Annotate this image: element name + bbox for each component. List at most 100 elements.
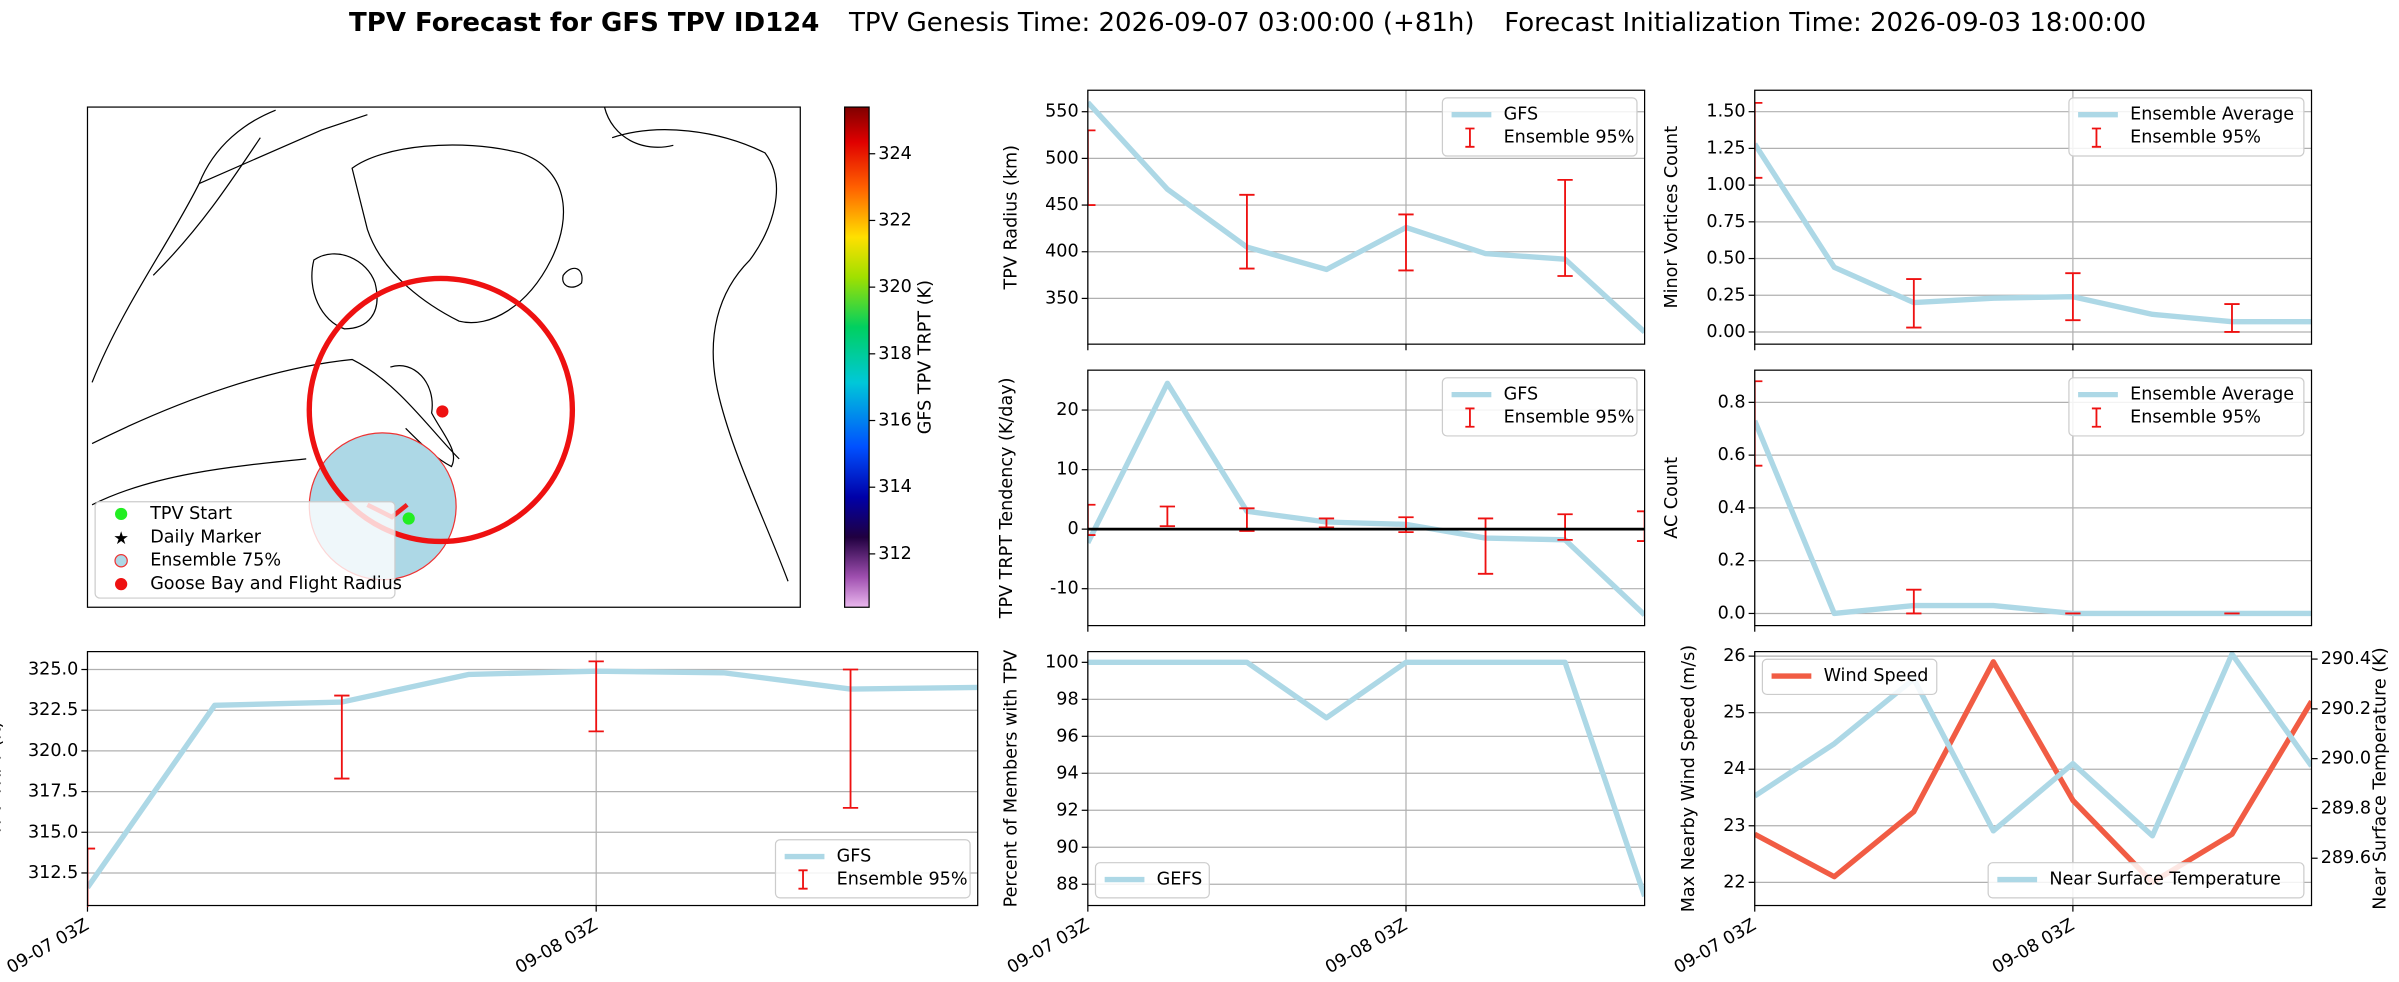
- y-tick-label: 0.50: [1706, 249, 1745, 269]
- legend-label: Daily Marker: [150, 527, 262, 547]
- plot-area: [1754, 380, 2312, 617]
- legend-label: Ensemble 75%: [150, 551, 281, 571]
- y-tick-label: 0.0: [1718, 603, 1746, 623]
- plot-area: [1754, 651, 2312, 886]
- legend-handle: [1465, 407, 1475, 428]
- error-bar: [2224, 303, 2240, 333]
- y-tick-label: 0.2: [1718, 551, 1746, 571]
- data-line: [87, 668, 978, 890]
- y-tick-label: 100: [1045, 652, 1079, 672]
- legend-box: [1987, 862, 2305, 899]
- error-bar: [1906, 588, 1922, 615]
- legend-handle: [798, 869, 808, 890]
- legend-box: [94, 501, 396, 599]
- y-tick-label: 322.5: [28, 700, 78, 720]
- y-axis-label: TPV Radius (km): [1001, 145, 1021, 291]
- y-tick-label: 92: [1056, 800, 1078, 820]
- colorbar-tick-label: 316: [878, 411, 912, 431]
- y-tick-label: -10: [1050, 579, 1079, 599]
- title-main: TPV Forecast for GFS TPV ID124: [349, 7, 819, 37]
- colorbar: [844, 106, 870, 608]
- colorbar-tick-label: 318: [878, 344, 912, 364]
- axes-frame: [1754, 650, 2313, 907]
- title-init: Forecast Initialization Time: 2026-09-03…: [1504, 7, 2146, 37]
- legend: Ensemble Average Ensemble 95%: [2068, 97, 2305, 157]
- y-tick-label: 22: [1723, 872, 1745, 892]
- y-tick-label: 320.0: [28, 741, 78, 761]
- legend: Wind Speed: [1761, 658, 1938, 696]
- x-tick-label: 09-08 03Z: [512, 915, 601, 978]
- legend-label: Ensemble 95%: [2130, 408, 2261, 428]
- y-axis-label: AC Count: [1662, 457, 1682, 539]
- legend: GFS Ensemble 95%: [1441, 97, 1638, 157]
- legend-box: [1761, 658, 1938, 696]
- y-tick-label: 90: [1056, 837, 1078, 857]
- error-bar: [1239, 507, 1255, 532]
- legend-box: [1094, 862, 1210, 899]
- y-tick-label: 0: [1067, 519, 1078, 539]
- y-tick-label: 98: [1056, 689, 1078, 709]
- y-tick-label: 0.25: [1706, 285, 1745, 305]
- legend-marker: ★: [113, 529, 129, 549]
- y-tick-label: 0.4: [1718, 498, 1746, 518]
- x-tick-label: 09-08 03Z: [1989, 915, 2078, 978]
- axes-frame: [1754, 89, 2313, 345]
- error-bar: [1477, 517, 1494, 575]
- y-tick-label: 23: [1723, 816, 1745, 836]
- error-bar: [1159, 505, 1176, 528]
- y-tick-label: 500: [1045, 148, 1079, 168]
- legend-label: Wind Speed: [1824, 666, 1929, 686]
- legend: GFS Ensemble 95%: [774, 839, 971, 899]
- colorbar-label: GFS TPV TRPT (K): [916, 280, 936, 434]
- y-tick-label: 400: [1045, 242, 1079, 262]
- y2-tick-label: 290.4: [2321, 649, 2371, 669]
- y-tick-label: 94: [1056, 763, 1078, 783]
- colorbar-tick-label: 314: [878, 477, 912, 497]
- legend-handle: [2091, 127, 2102, 148]
- map-legend: TPV Start ★ Daily Marker Ensemble 75% Goose …: [94, 501, 402, 599]
- data-line: [1754, 419, 2312, 617]
- legend-marker: [114, 554, 128, 568]
- svg-text:TPV Forecast for GFS TPV ID124: TPV Forecast for GFS TPV ID124 TPV Genes…: [349, 7, 2146, 37]
- y-tick-label: 325.0: [28, 660, 78, 680]
- axes-frame: [1087, 89, 1646, 345]
- title-genesis: TPV Genesis Time: 2026-09-07 03:00:00 (+…: [848, 7, 1475, 37]
- error-bar: [1636, 510, 1645, 542]
- error-bar: [842, 668, 859, 809]
- legend-box: [2068, 377, 2305, 437]
- y-tick-label: 10: [1056, 460, 1078, 480]
- legend: GEFS: [1094, 862, 1210, 899]
- plot-area: [1087, 100, 1645, 334]
- x-tick-label: 09-07 03Z: [1004, 915, 1093, 978]
- colorbar-tick-label: 312: [878, 544, 912, 564]
- legend-label: TPV Start: [149, 504, 232, 524]
- axes-frame: [86, 650, 979, 907]
- legend-label: GFS: [1504, 105, 1539, 125]
- legend-marker: [115, 507, 128, 521]
- y2-tick-label: 289.6: [2321, 848, 2371, 868]
- error-bar: [588, 660, 604, 733]
- y-axis-label: Max Nearby Wind Speed (m/s): [1679, 645, 1699, 912]
- y-tick-label: 350: [1045, 288, 1079, 308]
- y-tick-label: 96: [1056, 726, 1078, 746]
- error-bar: [334, 694, 350, 780]
- axes-frame: [1087, 650, 1646, 907]
- legend-label: Ensemble Average: [2130, 385, 2294, 405]
- y-axis-label: TPV TRPT Tendency (K/day): [997, 377, 1017, 619]
- error-bar: [1239, 193, 1255, 270]
- legend-label: GEFS: [1157, 870, 1203, 890]
- y-tick-label: 550: [1045, 102, 1079, 122]
- y2-tick-label: 289.8: [2321, 798, 2371, 818]
- colorbar-tick-label: 324: [878, 144, 912, 164]
- error-bar: [1398, 213, 1414, 272]
- data-line: [1754, 651, 2312, 839]
- legend: Ensemble Average Ensemble 95%: [2068, 377, 2305, 437]
- x-tick-label: 09-07 03Z: [4, 915, 93, 978]
- legend: Near Surface Temperature: [1987, 862, 2305, 899]
- legend-label: Ensemble Average: [2130, 105, 2294, 125]
- y-tick-label: 315.0: [28, 822, 78, 842]
- y-tick-label: 1.25: [1706, 138, 1745, 158]
- legend-label: Ensemble 95%: [837, 870, 968, 890]
- axes-frame: [1087, 369, 1646, 627]
